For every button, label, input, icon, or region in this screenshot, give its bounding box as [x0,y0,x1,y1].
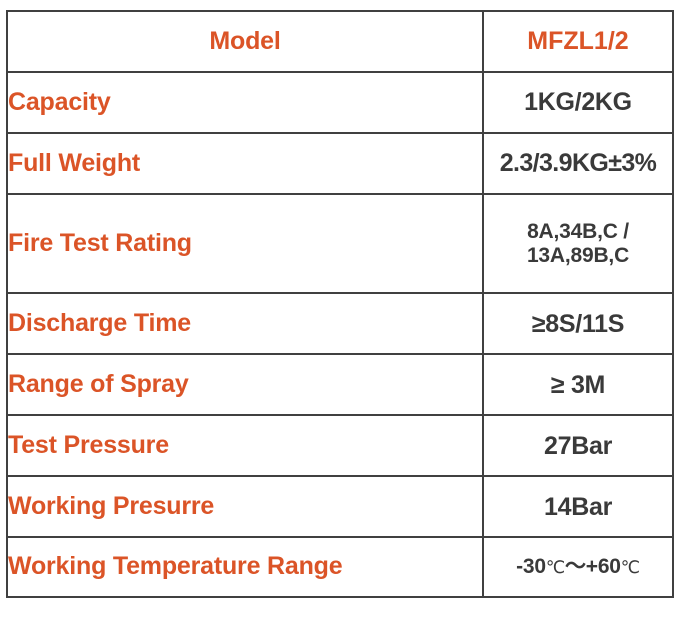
row-label-range-of-spray: Range of Spray [6,353,484,417]
celsius-unit-icon-min: ℃ [545,558,565,579]
row-value-full-weight: 2.3/3.9KG±3% [482,131,674,195]
row-label-model: Model [6,10,484,73]
row-value-capacity: 1KG/2KG [482,70,674,134]
row-value-fire-test-rating-line1: 8A,34B,C / [527,220,629,244]
row-label-discharge-time: Discharge Time [6,292,484,356]
table-row-capacity: Capacity 1KG/2KG [6,70,674,134]
table-row-test-pressure: Test Pressure 27Bar [6,414,674,478]
row-label-working-temperature-range: Working Temperature Range [6,536,484,598]
celsius-unit-icon-max: ℃ [620,558,640,579]
row-value-discharge-time: ≥8S/11S [482,292,674,356]
table-row-fire-test-rating: Fire Test Rating 8A,34B,C / 13A,89B,C [6,192,674,295]
table-body: Model MFZL1/2 Capacity 1KG/2KG Full Weig… [6,10,674,598]
row-value-fire-test-rating: 8A,34B,C / 13A,89B,C [482,192,674,295]
table-row-range-of-spray: Range of Spray ≥ 3M [6,353,674,417]
temp-min-value: -30 [516,555,546,579]
temp-max-value: +60 [585,555,621,579]
row-value-fire-test-rating-line2: 13A,89B,C [526,243,630,267]
row-label-full-weight: Full Weight [6,131,484,195]
row-label-fire-test-rating: Fire Test Rating [6,192,484,295]
table-row-working-pressure: Working Presurre 14Bar [6,475,674,539]
temp-range-separator: ～ [564,555,586,579]
row-value-working-pressure: 14Bar [482,475,674,539]
row-value-model: MFZL1/2 [482,10,674,73]
row-label-working-pressure: Working Presurre [6,475,484,539]
specification-table: Model MFZL1/2 Capacity 1KG/2KG Full Weig… [6,10,674,598]
row-value-test-pressure: 27Bar [482,414,674,478]
row-label-capacity: Capacity [6,70,484,134]
table-row-working-temperature-range: Working Temperature Range -30℃～+60℃ [6,536,674,598]
table-row-discharge-time: Discharge Time ≥8S/11S [6,292,674,356]
specification-table-container: Model MFZL1/2 Capacity 1KG/2KG Full Weig… [6,10,674,598]
row-value-working-temperature-range: -30℃～+60℃ [482,536,674,598]
table-row-full-weight: Full Weight 2.3/3.9KG±3% [6,131,674,195]
table-row-model: Model MFZL1/2 [6,10,674,73]
row-value-range-of-spray: ≥ 3M [482,353,674,417]
row-label-test-pressure: Test Pressure [6,414,484,478]
